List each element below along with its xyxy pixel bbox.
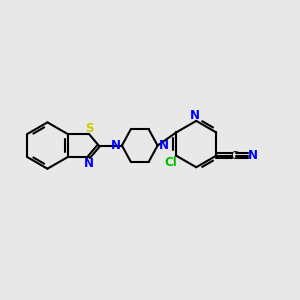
Text: N: N bbox=[248, 149, 258, 162]
Text: N: N bbox=[111, 139, 121, 152]
Text: S: S bbox=[85, 122, 93, 135]
Text: N: N bbox=[190, 109, 200, 122]
Text: C: C bbox=[230, 151, 238, 160]
Text: Cl: Cl bbox=[164, 156, 177, 169]
Text: N: N bbox=[158, 139, 169, 152]
Text: N: N bbox=[84, 157, 94, 169]
